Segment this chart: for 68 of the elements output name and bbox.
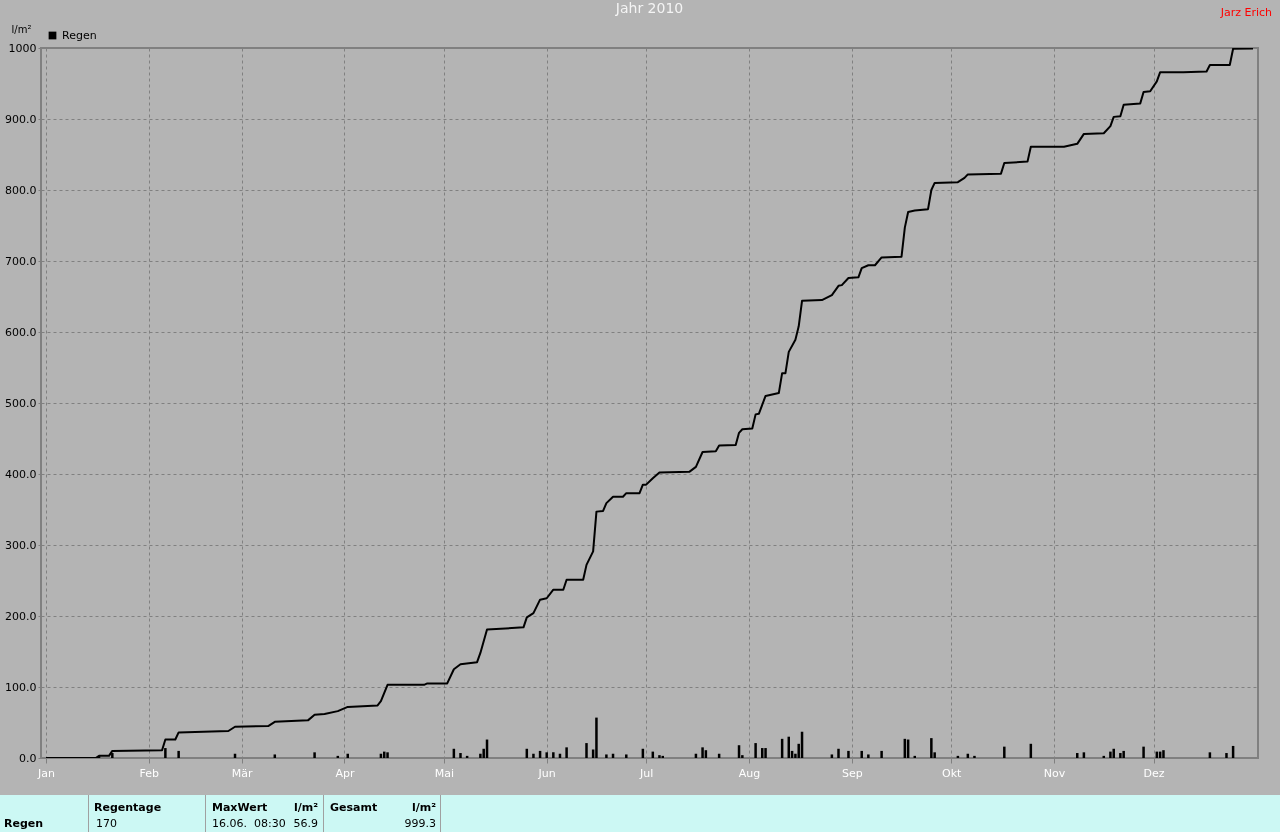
text: Regen	[4, 817, 44, 830]
bar	[605, 754, 608, 758]
y-axis-title: l/m²	[11, 23, 32, 35]
bar	[754, 743, 757, 758]
y-tick-label: 800.0	[5, 183, 37, 197]
bar	[625, 754, 628, 758]
bar	[585, 743, 588, 758]
bar	[459, 753, 462, 758]
bar	[867, 754, 870, 758]
legend-label: Regen	[62, 28, 97, 42]
bar	[1122, 750, 1125, 758]
bar	[1109, 751, 1112, 758]
text: l/m²	[411, 801, 436, 814]
bar	[1003, 746, 1006, 758]
bar	[1112, 748, 1115, 758]
bar	[701, 747, 704, 758]
bar	[595, 717, 598, 758]
bar	[860, 750, 863, 758]
x-tick-label: Mär	[231, 766, 253, 780]
x-tick-label: Okt	[942, 766, 963, 780]
x-tick-label: Jun	[537, 766, 556, 780]
x-tick-label: Jul	[639, 766, 654, 780]
bar	[1076, 753, 1079, 758]
bar	[973, 755, 976, 758]
bar	[532, 753, 535, 758]
text: Jarz Erich	[1220, 6, 1272, 19]
bar	[847, 750, 850, 758]
bar	[565, 747, 568, 758]
y-tick-label: 700.0	[5, 254, 37, 268]
x-tick-label: Jan	[37, 766, 55, 780]
y-tick-label: 600.0	[5, 325, 37, 339]
text: 999.3	[404, 817, 436, 830]
text: Regentage	[94, 801, 162, 814]
text: MaxWert	[212, 801, 268, 814]
y-tick-label: 500.0	[5, 396, 37, 410]
bar	[837, 748, 840, 758]
text: Gesamt	[330, 801, 378, 814]
x-tick-label: Mai	[434, 766, 455, 780]
chart-title: Jahr 2010	[614, 0, 684, 16]
bar	[545, 752, 548, 758]
bar	[1225, 753, 1228, 758]
bar	[1119, 753, 1122, 758]
bar	[1142, 746, 1145, 758]
text: 16.06. 08:30	[212, 817, 286, 830]
bar	[177, 750, 180, 758]
text: 56.9	[293, 817, 318, 830]
line-series	[45, 48, 1254, 758]
y-tick-label: 200.0	[5, 609, 37, 623]
bar	[880, 750, 883, 758]
text: 170	[96, 817, 117, 830]
x-tick-label: Dez	[1143, 766, 1165, 780]
x-tick-label: Feb	[139, 766, 160, 780]
x-tick-label: Aug	[738, 766, 761, 780]
bar	[479, 753, 482, 758]
y-tick-label: 1000	[8, 41, 37, 55]
bar	[552, 752, 555, 758]
bar	[930, 738, 933, 758]
y-tick-label: 900.0	[5, 112, 37, 126]
y-tick-label: 0.0	[19, 751, 37, 765]
y-tick-label: 100.0	[5, 680, 37, 694]
text: l/m²	[293, 801, 318, 814]
x-tick-label: Sep	[841, 766, 863, 780]
x-tick-label: Nov	[1043, 766, 1066, 780]
y-tick-label: 400.0	[5, 467, 37, 481]
bar	[1162, 750, 1165, 758]
y-tick-label: 300.0	[5, 538, 37, 552]
bar	[313, 752, 316, 758]
x-tick-label: Apr	[335, 766, 355, 780]
